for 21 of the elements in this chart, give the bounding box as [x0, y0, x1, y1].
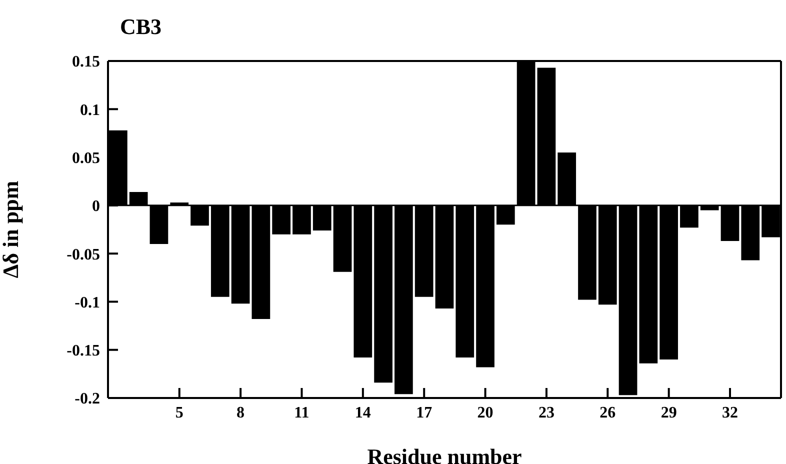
y-tick-label: -0.15: [66, 342, 100, 360]
y-tick-label: 0: [92, 198, 100, 216]
y-tick-label: -0.1: [74, 294, 100, 312]
chart-title: CB3: [120, 14, 162, 40]
x-tick-label: 20: [477, 404, 494, 422]
x-tick-label: 17: [416, 404, 432, 422]
x-tick-label: 26: [600, 404, 616, 422]
x-tick-label: 5: [175, 404, 184, 422]
y-axis-title: Δδ in ppm: [0, 180, 23, 278]
y-tick-label: -0.05: [66, 246, 100, 264]
y-tick-label: 0.05: [72, 150, 100, 167]
x-tick-label: 8: [236, 404, 245, 422]
x-tick-label: 32: [722, 404, 738, 422]
x-tick-label: 11: [294, 404, 310, 422]
y-tick-label: -0.2: [74, 390, 100, 408]
x-tick-label: 29: [660, 404, 677, 422]
y-tick-label: 0.1: [80, 102, 100, 119]
x-tick-label: 14: [354, 404, 371, 422]
y-tick-label: 0.15: [72, 54, 100, 71]
x-axis-title: Residue number: [367, 444, 522, 464]
x-tick-label: 23: [538, 404, 554, 422]
